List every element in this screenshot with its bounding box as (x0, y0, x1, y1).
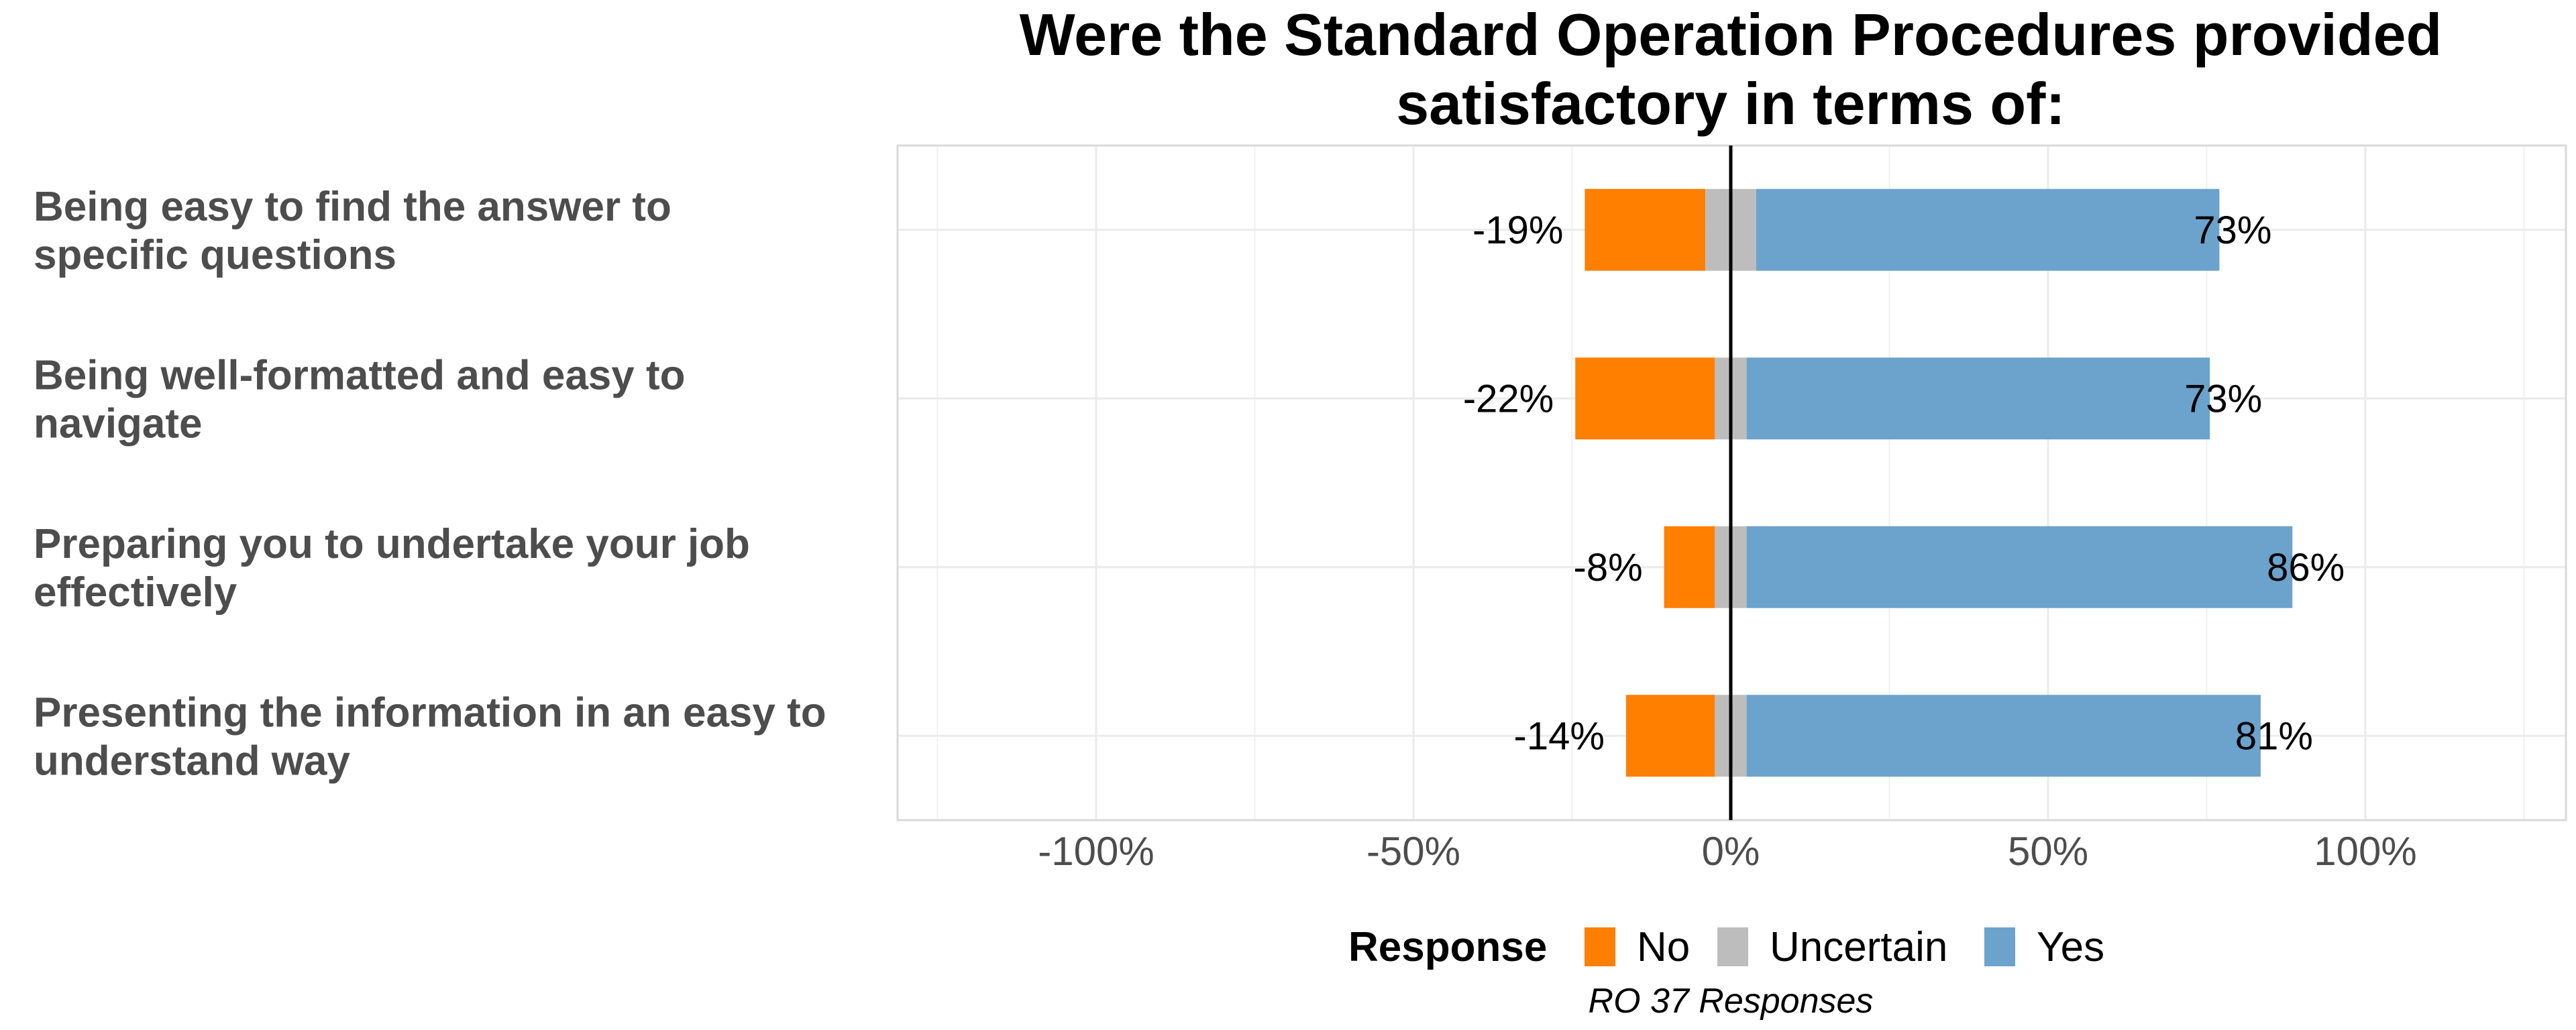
data-labels: -19% 73% -22% 73% -8% 86% -14% 81% (1463, 209, 2345, 758)
x-axis-tick-labels: -100% -50% 0% 50% 100% (1038, 829, 2416, 874)
bar-no (1585, 188, 1706, 271)
x-tick-label: -100% (1038, 829, 1154, 874)
bar-no (1575, 357, 1715, 440)
bar-yes (1746, 526, 2293, 608)
data-label-positive: 86% (2267, 546, 2345, 589)
legend-swatch-uncertain (1717, 927, 1748, 966)
x-tick-label: 50% (2008, 829, 2088, 874)
data-label-negative: -8% (1574, 546, 1643, 589)
category-label: understand way (34, 738, 351, 784)
legend-swatch-no (1585, 927, 1615, 966)
chart-title-line-1: Were the Standard Operation Procedures p… (1020, 1, 2443, 68)
bar-no (1625, 695, 1715, 777)
legend-title: Response (1348, 924, 1547, 970)
x-tick-label: 100% (2314, 829, 2416, 874)
chart-title-line-2: satisfactory in terms of: (1396, 70, 2065, 137)
legend-swatch-yes (1984, 927, 2015, 966)
data-label-positive: 73% (2194, 209, 2271, 252)
legend-label-yes: Yes (2037, 924, 2104, 970)
bar-yes (1746, 695, 2261, 777)
data-label-positive: 73% (2184, 377, 2262, 420)
x-tick-label: 0% (1702, 829, 1760, 874)
data-label-negative: -22% (1463, 377, 1554, 420)
data-label-negative: -14% (1514, 714, 1605, 758)
category-label: navigate (34, 400, 203, 447)
legend-label-uncertain: Uncertain (1770, 924, 1947, 970)
bars (1575, 188, 2293, 777)
legend-label-no: No (1637, 924, 1690, 970)
category-label: specific questions (34, 232, 396, 278)
category-label: effectively (34, 569, 237, 616)
data-label-negative: -19% (1472, 209, 1563, 252)
bar-yes (1756, 188, 2220, 271)
data-label-positive: 81% (2235, 714, 2313, 758)
category-label: Being well-formatted and easy to (34, 352, 686, 398)
x-tick-label: -50% (1366, 829, 1460, 874)
category-label: Preparing you to undertake your job (34, 521, 750, 567)
category-labels: Being easy to find the answer tospecific… (34, 184, 826, 785)
bar-no (1664, 526, 1715, 608)
legend: Response No Uncertain Yes (1348, 924, 2104, 970)
category-label: Presenting the information in an easy to (34, 689, 826, 736)
chart-caption: RO 37 Responses (1589, 982, 1874, 1021)
bar-yes (1746, 357, 2210, 440)
category-label: Being easy to find the answer to (34, 184, 672, 230)
